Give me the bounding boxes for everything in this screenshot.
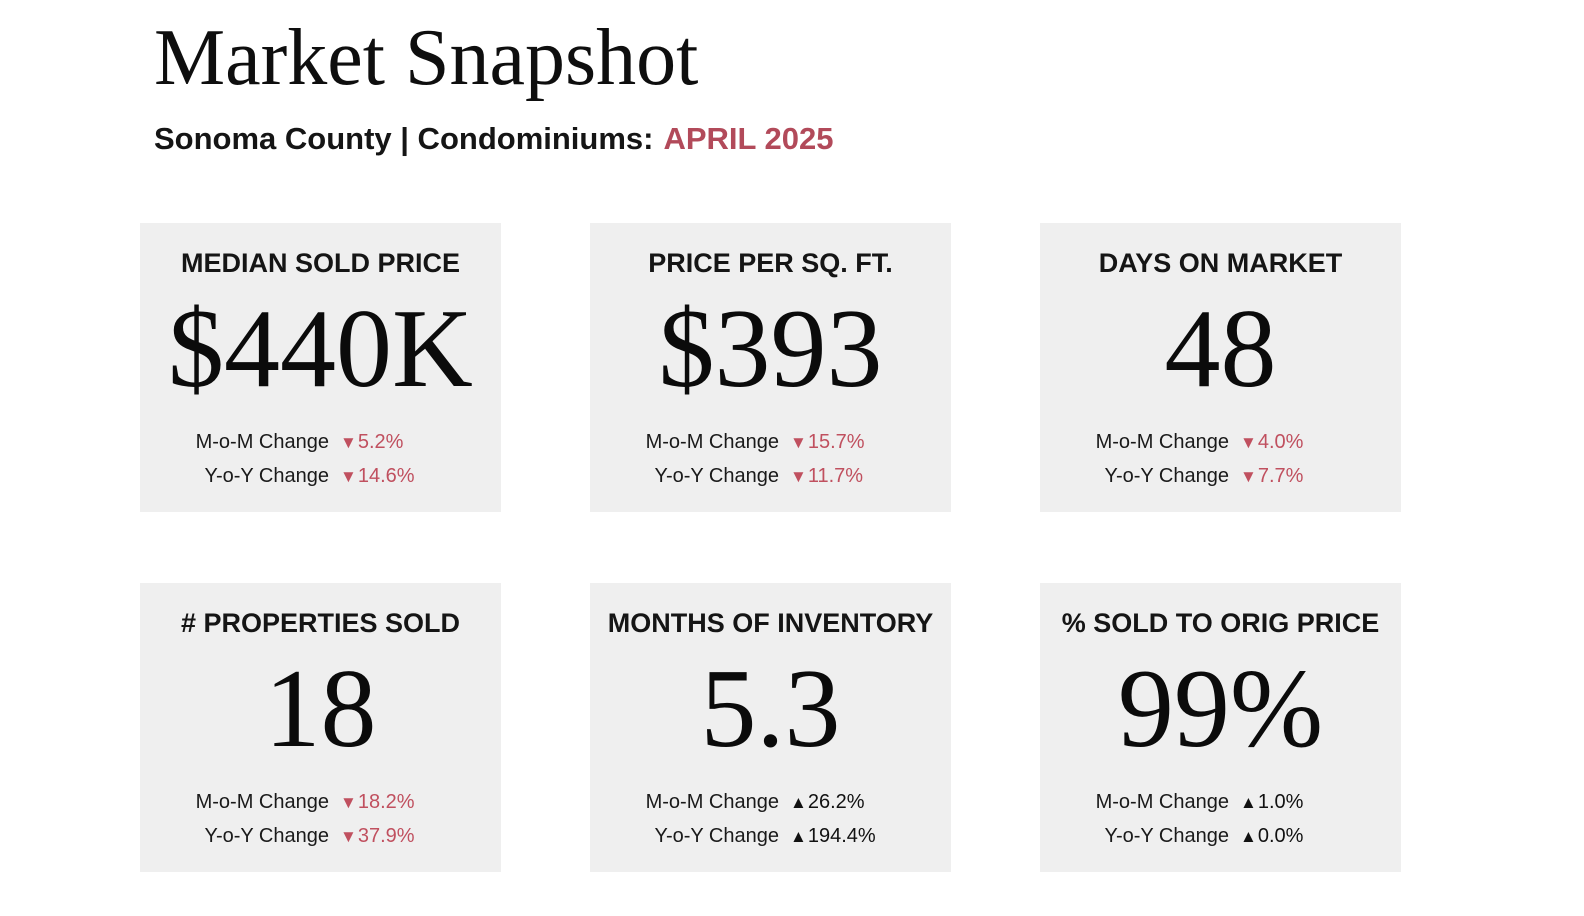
page-subtitle: Sonoma County | Condominiums: APRIL 2025 xyxy=(154,120,834,157)
up-arrow-icon: ▲ xyxy=(1240,827,1257,846)
down-arrow-icon: ▼ xyxy=(340,827,357,846)
mom-change-row: M-o-M Change ▲1.0% xyxy=(1040,785,1401,819)
yoy-change-row: Y-o-Y Change ▼11.7% xyxy=(590,459,951,493)
mom-change-percent: 18.2% xyxy=(357,791,415,813)
stat-card-days-on-market: DAYS ON MARKET 48 M-o-M Change ▼4.0% Y-o… xyxy=(1040,223,1401,512)
subtitle-region: Sonoma County | Condominiums: xyxy=(154,121,654,156)
stat-changes: M-o-M Change ▼4.0% Y-o-Y Change ▼7.7% xyxy=(1040,425,1401,493)
stat-changes: M-o-M Change ▼15.7% Y-o-Y Change ▼11.7% xyxy=(590,425,951,493)
page-title: Market Snapshot xyxy=(154,14,699,102)
stat-changes: M-o-M Change ▲1.0% Y-o-Y Change ▲0.0% xyxy=(1040,785,1401,853)
mom-change-row: M-o-M Change ▼15.7% xyxy=(590,425,951,459)
mom-change-value: ▼4.0% xyxy=(1240,425,1303,460)
stat-label: MEDIAN SOLD PRICE xyxy=(180,248,461,278)
stat-card-months-of-inventory: MONTHS OF INVENTORY 5.3 M-o-M Change ▲26… xyxy=(590,583,951,872)
yoy-change-value: ▲0.0% xyxy=(1240,819,1303,854)
mom-change-row: M-o-M Change ▲26.2% xyxy=(590,785,951,819)
yoy-change-label: Y-o-Y Change xyxy=(654,825,779,847)
mom-change-label: M-o-M Change xyxy=(1095,791,1229,813)
mom-change-value: ▼18.2% xyxy=(340,785,415,820)
down-arrow-icon: ▼ xyxy=(340,467,357,486)
stat-changes: M-o-M Change ▲26.2% Y-o-Y Change ▲194.4% xyxy=(590,785,951,853)
stat-label: DAYS ON MARKET xyxy=(1098,248,1343,278)
stat-changes: M-o-M Change ▼18.2% Y-o-Y Change ▼37.9% xyxy=(140,785,501,853)
stat-card-properties-sold: # PROPERTIES SOLD 18 M-o-M Change ▼18.2%… xyxy=(140,583,501,872)
stat-card-sold-to-orig-price: % SOLD TO ORIG PRICE 99% M-o-M Change ▲1… xyxy=(1040,583,1401,872)
stat-value: 18 xyxy=(264,647,377,771)
down-arrow-icon: ▼ xyxy=(1240,433,1257,452)
yoy-change-percent: 37.9% xyxy=(357,825,415,847)
yoy-change-percent: 14.6% xyxy=(357,465,415,487)
stat-value: 5.3 xyxy=(700,647,841,771)
down-arrow-icon: ▼ xyxy=(1240,467,1257,486)
yoy-change-value: ▲194.4% xyxy=(790,819,876,854)
mom-change-label: M-o-M Change xyxy=(645,791,779,813)
yoy-change-value: ▼7.7% xyxy=(1240,459,1303,494)
down-arrow-icon: ▼ xyxy=(790,467,807,486)
yoy-change-row: Y-o-Y Change ▲0.0% xyxy=(1040,819,1401,853)
yoy-change-label: Y-o-Y Change xyxy=(1104,825,1229,847)
mom-change-label: M-o-M Change xyxy=(195,791,329,813)
stat-label: MONTHS OF INVENTORY xyxy=(607,608,934,638)
up-arrow-icon: ▲ xyxy=(1240,793,1257,812)
mom-change-row: M-o-M Change ▼18.2% xyxy=(140,785,501,819)
yoy-change-label: Y-o-Y Change xyxy=(654,465,779,487)
stat-card-median-sold-price: MEDIAN SOLD PRICE $440K M-o-M Change ▼5.… xyxy=(140,223,501,512)
mom-change-label: M-o-M Change xyxy=(645,431,779,453)
mom-change-value: ▼5.2% xyxy=(340,425,403,460)
yoy-change-row: Y-o-Y Change ▼37.9% xyxy=(140,819,501,853)
yoy-change-row: Y-o-Y Change ▲194.4% xyxy=(590,819,951,853)
yoy-change-value: ▼37.9% xyxy=(340,819,415,854)
yoy-change-value: ▼14.6% xyxy=(340,459,415,494)
yoy-change-percent: 194.4% xyxy=(807,825,876,847)
yoy-change-percent: 0.0% xyxy=(1257,825,1304,847)
yoy-change-label: Y-o-Y Change xyxy=(1104,465,1229,487)
stat-label: # PROPERTIES SOLD xyxy=(180,608,461,638)
stat-card-price-per-sqft: PRICE PER SQ. FT. $393 M-o-M Change ▼15.… xyxy=(590,223,951,512)
yoy-change-row: Y-o-Y Change ▼7.7% xyxy=(1040,459,1401,493)
stat-value: $393 xyxy=(658,287,883,411)
yoy-change-percent: 11.7% xyxy=(807,465,864,487)
mom-change-label: M-o-M Change xyxy=(195,431,329,453)
down-arrow-icon: ▼ xyxy=(340,793,357,812)
stat-label: PRICE PER SQ. FT. xyxy=(648,248,893,278)
report-period: APRIL 2025 xyxy=(663,121,834,156)
mom-change-label: M-o-M Change xyxy=(1095,431,1229,453)
yoy-change-row: Y-o-Y Change ▼14.6% xyxy=(140,459,501,493)
yoy-change-percent: 7.7% xyxy=(1257,465,1304,487)
stat-value: $440K xyxy=(168,287,473,411)
yoy-change-label: Y-o-Y Change xyxy=(204,825,329,847)
up-arrow-icon: ▲ xyxy=(790,827,807,846)
mom-change-percent: 1.0% xyxy=(1257,791,1304,813)
stat-value: 99% xyxy=(1117,647,1324,771)
mom-change-value: ▼15.7% xyxy=(790,425,865,460)
yoy-change-label: Y-o-Y Change xyxy=(204,465,329,487)
yoy-change-value: ▼11.7% xyxy=(790,459,863,494)
down-arrow-icon: ▼ xyxy=(340,433,357,452)
stat-value: 48 xyxy=(1164,287,1277,411)
mom-change-percent: 4.0% xyxy=(1257,431,1304,453)
mom-change-value: ▲1.0% xyxy=(1240,785,1303,820)
stat-label: % SOLD TO ORIG PRICE xyxy=(1061,608,1380,638)
mom-change-percent: 15.7% xyxy=(807,431,865,453)
mom-change-row: M-o-M Change ▼5.2% xyxy=(140,425,501,459)
down-arrow-icon: ▼ xyxy=(790,433,807,452)
mom-change-percent: 26.2% xyxy=(807,791,865,813)
mom-change-row: M-o-M Change ▼4.0% xyxy=(1040,425,1401,459)
stat-changes: M-o-M Change ▼5.2% Y-o-Y Change ▼14.6% xyxy=(140,425,501,493)
mom-change-value: ▲26.2% xyxy=(790,785,865,820)
mom-change-percent: 5.2% xyxy=(357,431,404,453)
up-arrow-icon: ▲ xyxy=(790,793,807,812)
